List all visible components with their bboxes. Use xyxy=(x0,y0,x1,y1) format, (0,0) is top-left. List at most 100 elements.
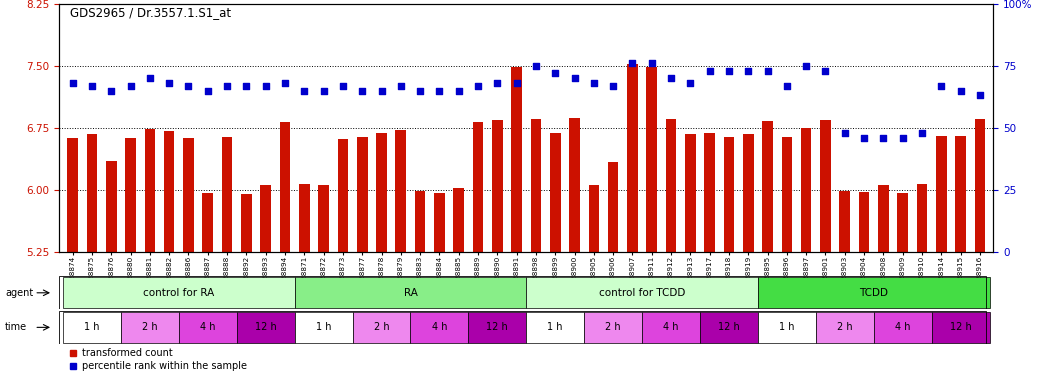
Text: time: time xyxy=(5,322,27,333)
Point xyxy=(585,80,602,86)
Bar xyxy=(222,137,233,252)
Bar xyxy=(319,185,329,252)
Text: 2 h: 2 h xyxy=(605,322,621,333)
Bar xyxy=(897,193,908,252)
Bar xyxy=(472,122,484,252)
Bar xyxy=(454,188,464,252)
Text: 12 h: 12 h xyxy=(718,322,740,333)
Point xyxy=(972,93,988,99)
Point xyxy=(509,80,525,86)
Point xyxy=(933,83,950,89)
Point xyxy=(566,75,582,81)
Text: 12 h: 12 h xyxy=(254,322,276,333)
Legend: transformed count, percentile rank within the sample: transformed count, percentile rank withi… xyxy=(64,344,250,375)
Point xyxy=(952,88,968,94)
Bar xyxy=(395,130,406,252)
Point xyxy=(895,134,911,141)
Text: 2 h: 2 h xyxy=(837,322,852,333)
Point xyxy=(431,88,447,94)
Text: 1 h: 1 h xyxy=(316,322,331,333)
Bar xyxy=(357,137,367,252)
FancyBboxPatch shape xyxy=(353,312,410,343)
FancyBboxPatch shape xyxy=(295,312,353,343)
Bar xyxy=(723,137,734,252)
Bar xyxy=(627,64,637,252)
Text: 1 h: 1 h xyxy=(84,322,100,333)
FancyBboxPatch shape xyxy=(758,277,989,308)
Point xyxy=(740,68,757,74)
Point xyxy=(855,134,872,141)
Bar xyxy=(936,136,947,252)
Point xyxy=(702,68,718,74)
Point xyxy=(161,80,177,86)
Bar xyxy=(279,122,291,252)
Point xyxy=(316,88,332,94)
Bar xyxy=(840,191,850,252)
Bar xyxy=(550,134,561,252)
Text: 1 h: 1 h xyxy=(547,322,563,333)
Bar xyxy=(106,161,116,252)
Point xyxy=(682,80,699,86)
Bar xyxy=(261,185,271,252)
Bar xyxy=(144,129,156,252)
Text: agent: agent xyxy=(5,288,33,298)
Bar xyxy=(608,162,619,252)
FancyBboxPatch shape xyxy=(584,312,643,343)
Point xyxy=(644,60,660,66)
Point xyxy=(122,83,139,89)
Point xyxy=(257,83,274,89)
Bar xyxy=(415,191,426,252)
FancyBboxPatch shape xyxy=(295,277,526,308)
Bar xyxy=(801,128,812,252)
Bar xyxy=(512,68,522,252)
Bar xyxy=(782,137,792,252)
Bar xyxy=(858,192,870,252)
Text: control for TCDD: control for TCDD xyxy=(599,288,685,298)
Point xyxy=(605,83,622,89)
FancyBboxPatch shape xyxy=(816,312,874,343)
FancyBboxPatch shape xyxy=(237,312,295,343)
Bar xyxy=(685,134,695,252)
Point xyxy=(181,83,197,89)
Bar xyxy=(917,184,927,252)
Bar xyxy=(86,134,98,252)
Point xyxy=(720,68,737,74)
FancyBboxPatch shape xyxy=(468,312,526,343)
Point xyxy=(759,68,775,74)
Point xyxy=(547,70,564,76)
Text: 4 h: 4 h xyxy=(200,322,216,333)
Text: 12 h: 12 h xyxy=(950,322,972,333)
Text: 2 h: 2 h xyxy=(374,322,389,333)
Point xyxy=(199,88,216,94)
Bar xyxy=(955,136,966,252)
Bar xyxy=(820,120,830,252)
Text: 2 h: 2 h xyxy=(142,322,158,333)
Point xyxy=(103,88,119,94)
Bar xyxy=(975,119,985,252)
Bar xyxy=(743,134,754,252)
Text: GDS2965 / Dr.3557.1.S1_at: GDS2965 / Dr.3557.1.S1_at xyxy=(70,6,230,19)
Text: 1 h: 1 h xyxy=(780,322,794,333)
FancyBboxPatch shape xyxy=(410,312,468,343)
FancyBboxPatch shape xyxy=(700,312,758,343)
Point xyxy=(64,80,81,86)
Bar xyxy=(878,185,889,252)
Point xyxy=(798,63,815,69)
FancyBboxPatch shape xyxy=(931,312,989,343)
Point xyxy=(489,80,506,86)
Bar xyxy=(376,134,387,252)
FancyBboxPatch shape xyxy=(63,312,121,343)
Point xyxy=(913,129,930,136)
Text: control for RA: control for RA xyxy=(143,288,215,298)
FancyBboxPatch shape xyxy=(643,312,700,343)
FancyBboxPatch shape xyxy=(179,312,237,343)
Bar xyxy=(762,121,773,252)
Point xyxy=(778,83,795,89)
Text: 4 h: 4 h xyxy=(895,322,910,333)
Point xyxy=(334,83,351,89)
Bar xyxy=(202,193,213,252)
Point xyxy=(624,60,640,66)
Bar xyxy=(589,185,599,252)
Point xyxy=(84,83,101,89)
Point xyxy=(470,83,487,89)
